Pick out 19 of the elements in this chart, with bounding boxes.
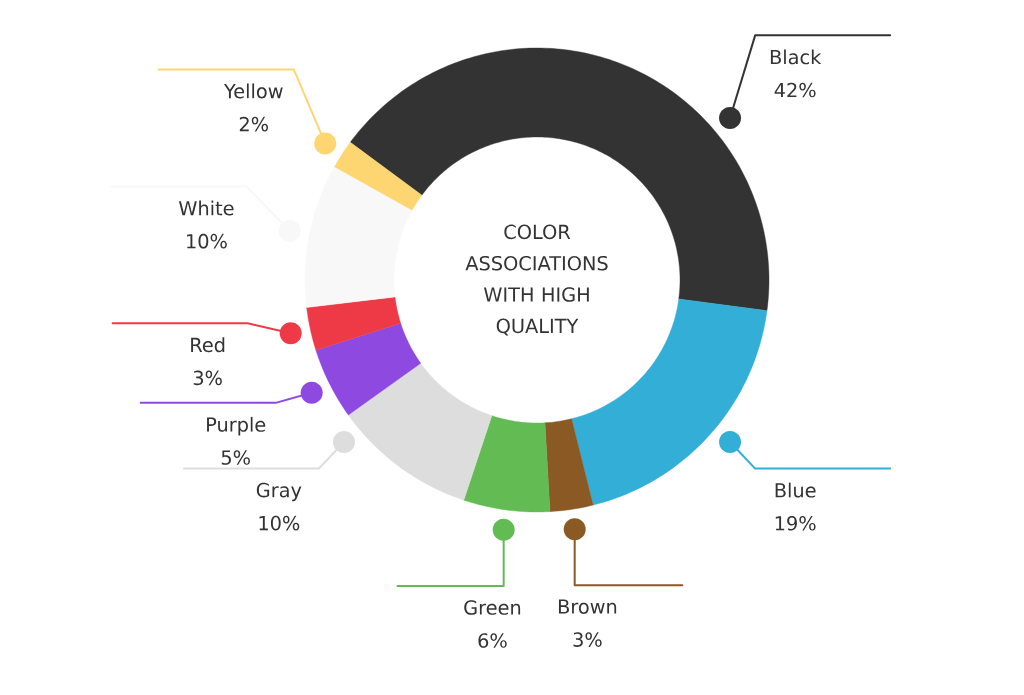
slice-label: Red bbox=[191, 337, 225, 353]
data-label: 19% bbox=[775, 515, 816, 531]
data-label: 42% bbox=[774, 82, 816, 98]
slice-label: Blue bbox=[775, 482, 816, 498]
slice-label: Brown bbox=[558, 599, 617, 614]
data-label: 10% bbox=[259, 515, 300, 531]
slice-label: Green bbox=[464, 600, 521, 615]
slice-label: Yellow bbox=[223, 83, 283, 99]
data-label: 5% bbox=[221, 450, 250, 465]
slice-label: Purple bbox=[207, 416, 266, 436]
data-label: 3% bbox=[193, 370, 222, 386]
slice-label: Gray bbox=[256, 482, 302, 502]
slice-label: Black bbox=[770, 49, 822, 65]
slice-label: White bbox=[178, 200, 234, 216]
data-label: 6% bbox=[478, 633, 507, 648]
data-label: 3% bbox=[573, 632, 602, 647]
data-label: 2% bbox=[239, 116, 269, 132]
text: COLOR ASSOCIATIONS WITH HIGH QUALITY bbox=[465, 224, 608, 336]
data-label: 10% bbox=[187, 233, 227, 249]
